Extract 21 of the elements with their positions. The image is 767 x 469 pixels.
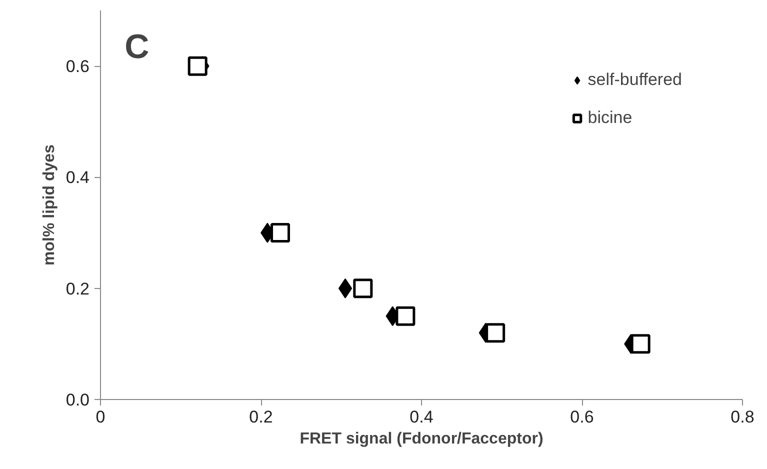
y-axis-title: mol% lipid dyes xyxy=(40,144,58,266)
point xyxy=(486,323,506,343)
y-tick-label: 0.4 xyxy=(66,168,90,188)
x-tick-label: 0.6 xyxy=(570,408,594,426)
y-tick-label: 0.2 xyxy=(66,279,90,298)
x-tick-label: 0.2 xyxy=(249,408,273,426)
x-axis-title: FRET signal (Fdonor/Facceptor) xyxy=(300,430,544,448)
y-tick-label: 0.0 xyxy=(66,390,90,410)
point xyxy=(396,306,416,326)
point xyxy=(353,278,373,298)
x-tick-label: 0 xyxy=(96,408,106,426)
point xyxy=(630,334,650,354)
point xyxy=(338,278,352,298)
legend-label: bicine xyxy=(588,108,632,128)
point xyxy=(270,223,290,243)
annotation: C xyxy=(124,28,150,66)
x-tick-label: 0.4 xyxy=(410,408,434,426)
y-tick-label: 0.6 xyxy=(66,57,90,76)
legend-label: self-buffered xyxy=(588,70,682,90)
point xyxy=(188,56,208,76)
x-tick-label: 0.8 xyxy=(730,408,754,426)
